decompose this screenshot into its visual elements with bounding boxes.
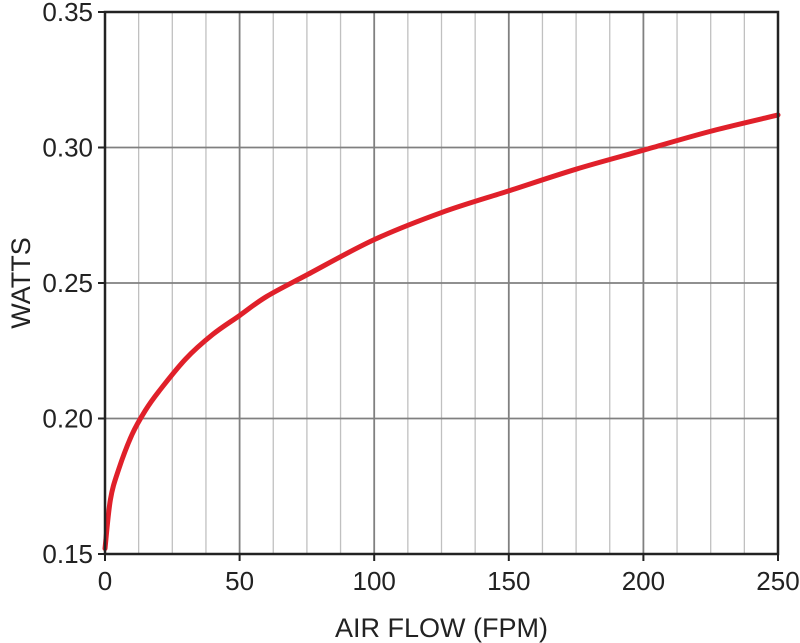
x-tick-label: 100: [353, 566, 396, 596]
y-tick-label: 0.30: [42, 133, 93, 163]
x-tick-label: 50: [225, 566, 254, 596]
y-tick-label: 0.25: [42, 268, 93, 298]
y-tick-label: 0.20: [42, 404, 93, 434]
y-tick-label: 0.15: [42, 539, 93, 569]
x-tick-label: 0: [98, 566, 112, 596]
x-axis-ticks: 0 50 100 150 200 250: [98, 554, 800, 596]
y-axis-title: WATTS: [6, 237, 36, 328]
x-tick-label: 200: [622, 566, 665, 596]
series-layer: [102, 112, 781, 552]
y-axis-ticks: 0.15 0.20 0.25 0.30 0.35: [42, 0, 105, 569]
x-tick-label: 150: [487, 566, 530, 596]
major-gridlines: [105, 12, 778, 554]
x-tick-label: 250: [756, 566, 799, 596]
y-tick-label: 0.35: [42, 0, 93, 27]
x-axis-title: AIR FLOW (FPM): [335, 613, 548, 643]
series-line: [102, 112, 781, 552]
